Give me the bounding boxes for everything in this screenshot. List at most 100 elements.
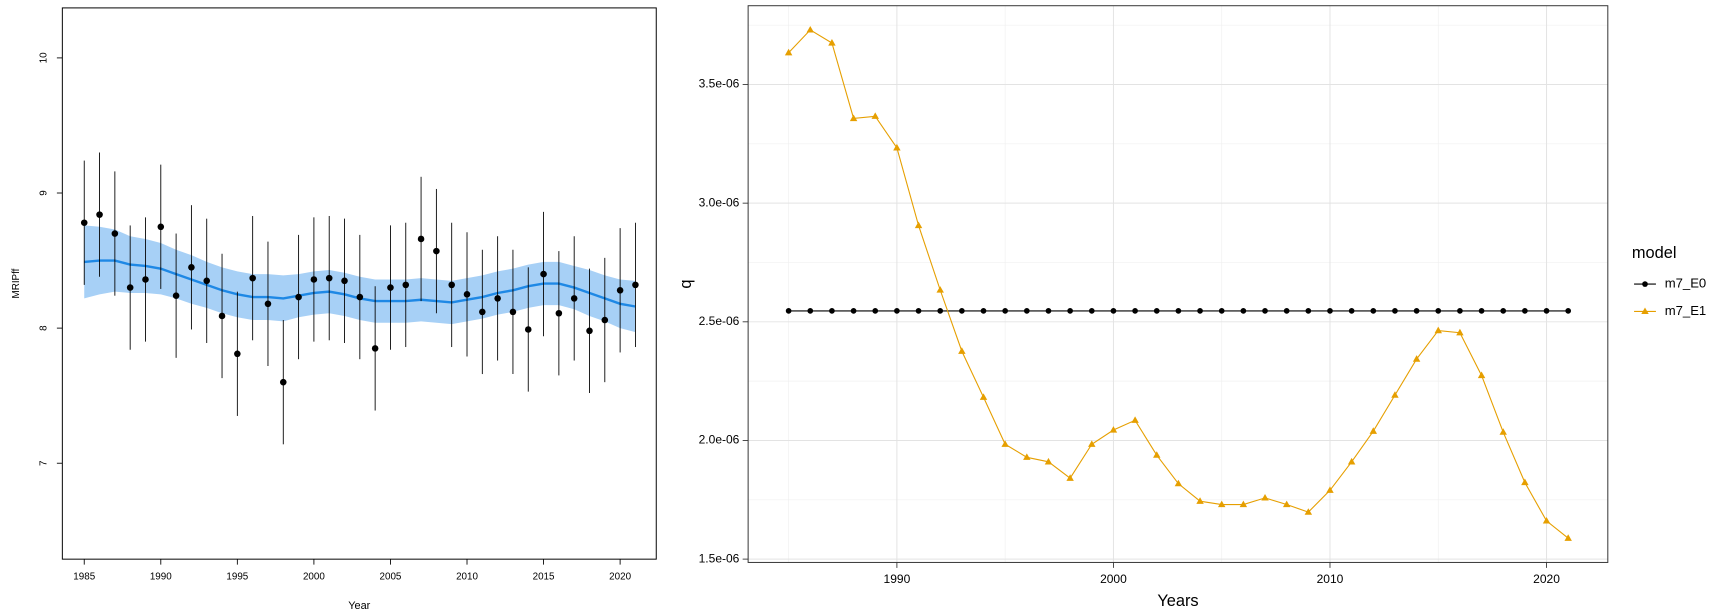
y-tick-label: 7 — [38, 460, 49, 465]
point — [310, 276, 318, 283]
x-tick-label: 2010 — [1317, 572, 1344, 586]
x-tick-label: 2000 — [303, 571, 325, 582]
point — [1500, 308, 1507, 314]
point — [1565, 308, 1572, 314]
point — [1326, 486, 1334, 493]
legend-label: m7_E1 — [1665, 303, 1707, 318]
point — [936, 286, 944, 293]
x-tick-label: 2020 — [1533, 572, 1560, 586]
y-tick-label: 3.0e-06 — [699, 195, 740, 209]
point — [1434, 326, 1442, 334]
point — [1347, 457, 1356, 465]
point — [1412, 355, 1421, 362]
point — [807, 308, 814, 314]
point — [1262, 308, 1268, 314]
point — [1109, 426, 1118, 433]
point — [1240, 308, 1247, 314]
series-line — [788, 29, 1569, 539]
point — [509, 308, 517, 316]
point — [1370, 308, 1377, 314]
point — [433, 247, 440, 255]
point — [142, 276, 149, 283]
point — [1110, 308, 1117, 314]
point — [1542, 516, 1551, 524]
point — [1456, 328, 1464, 336]
point — [1435, 308, 1442, 314]
point — [894, 308, 900, 314]
point — [1218, 308, 1225, 314]
point — [1196, 497, 1204, 504]
plot-frame — [61, 7, 657, 560]
x-tick-label: 2020 — [609, 571, 631, 582]
point — [586, 327, 593, 335]
point — [1023, 453, 1031, 460]
point — [828, 39, 836, 46]
point — [1153, 451, 1161, 458]
point — [632, 281, 639, 289]
point — [601, 316, 609, 324]
point — [1543, 308, 1550, 314]
legend-marker — [1642, 281, 1648, 287]
point — [218, 312, 226, 320]
point — [356, 293, 364, 301]
x-tick-label: 2000 — [1100, 572, 1127, 586]
point — [555, 309, 563, 317]
panel: 7 8 9 10 1985 1990 1995 2000 2005 2010 2015 2020 Yea… — [11, 7, 657, 612]
point — [1197, 308, 1203, 314]
y-tick-label: 1.5e-06 — [699, 551, 740, 565]
point — [937, 308, 944, 314]
point — [279, 378, 287, 386]
point — [959, 308, 965, 314]
point — [1305, 308, 1312, 314]
point — [417, 235, 425, 243]
point — [126, 284, 134, 291]
point — [915, 308, 922, 314]
point — [616, 287, 624, 294]
x-tick-label: 1995 — [226, 571, 248, 582]
point — [479, 308, 486, 316]
point — [1001, 440, 1009, 447]
point — [295, 293, 302, 301]
point — [249, 274, 256, 282]
point — [958, 347, 966, 354]
point — [1175, 308, 1182, 314]
y-tick-label: 9 — [38, 190, 49, 195]
point — [448, 281, 455, 289]
point — [785, 308, 792, 314]
y-axis-title: MRIPff — [11, 268, 22, 298]
point — [1521, 478, 1529, 486]
point — [387, 284, 394, 291]
point — [1217, 500, 1226, 508]
x-tick-label: 1985 — [73, 571, 95, 582]
point — [1499, 428, 1507, 435]
y-tick-label: 10 — [38, 52, 49, 63]
x-tick-label: 1990 — [150, 571, 172, 582]
point — [188, 264, 195, 271]
point — [325, 274, 333, 282]
point — [1067, 308, 1073, 314]
y-tick-label: 2.5e-06 — [699, 314, 740, 328]
point — [1564, 534, 1572, 541]
point — [402, 281, 410, 289]
point — [1239, 500, 1248, 508]
point — [172, 292, 180, 299]
point — [784, 48, 793, 56]
x-tick-label: 2005 — [380, 571, 402, 582]
point — [980, 308, 987, 314]
point — [1261, 493, 1269, 501]
point — [1283, 308, 1290, 314]
legend-label: m7_E0 — [1665, 276, 1707, 291]
point — [829, 308, 835, 314]
point — [1392, 308, 1398, 314]
y-tick-label: 3.5e-06 — [699, 77, 740, 91]
point — [96, 211, 103, 218]
point — [1002, 308, 1009, 314]
point — [1088, 440, 1096, 447]
point — [203, 277, 211, 285]
point — [1131, 416, 1139, 423]
point — [1044, 457, 1053, 465]
point — [1132, 308, 1138, 314]
point — [524, 326, 532, 333]
point — [1282, 500, 1291, 508]
